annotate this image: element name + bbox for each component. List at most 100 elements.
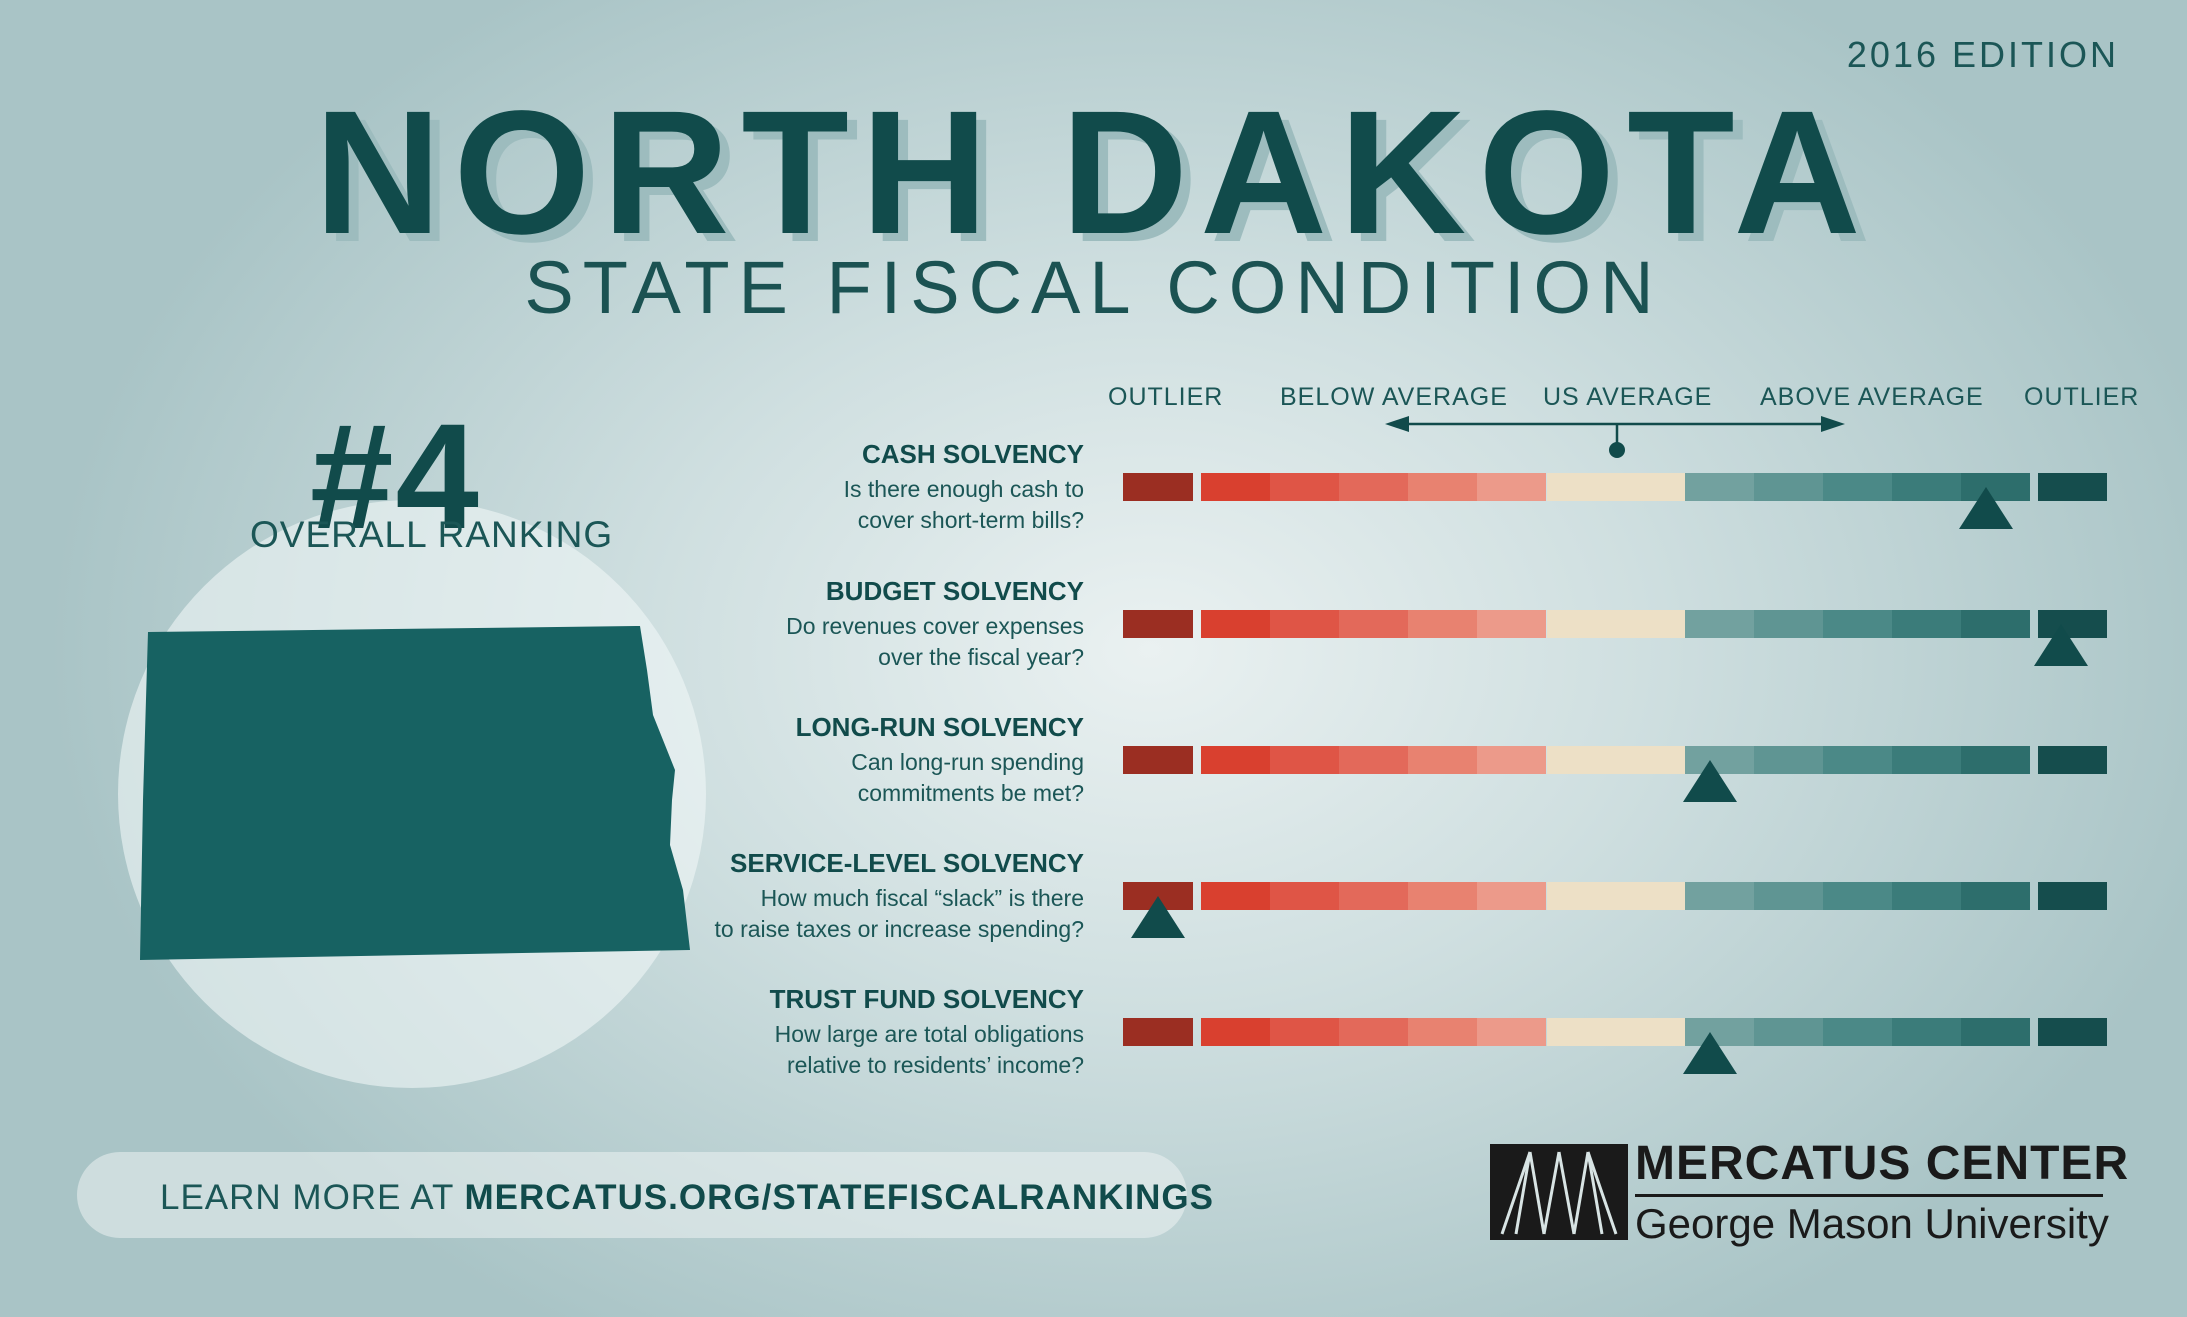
metric-title: LONG-RUN SOLVENCY xyxy=(795,712,1084,742)
score-bar-segment xyxy=(1684,473,1754,501)
metric-description-line: commitments be met? xyxy=(857,780,1084,806)
score-bar-segment xyxy=(1615,882,1685,910)
score-bar-segment xyxy=(1270,746,1340,774)
score-bar-segment xyxy=(1892,610,1962,638)
score-bar-segment xyxy=(1201,882,1271,910)
score-bar-segment xyxy=(1892,1018,1962,1046)
score-bar-segment xyxy=(1615,1018,1685,1046)
ranking-label: OVERALL RANKING xyxy=(250,514,614,555)
scale-label-above-average: ABOVE AVERAGE xyxy=(1760,383,1984,411)
score-bar-segment xyxy=(1822,610,1892,638)
metric-description: Do revenues cover expenses over the fisca… xyxy=(786,611,1084,673)
score-bar-segment xyxy=(1892,746,1962,774)
score-bar-segment xyxy=(1477,1018,1547,1046)
score-bar-segment xyxy=(1546,473,1616,501)
score-bar-segment xyxy=(1753,746,1823,774)
score-bar-segment xyxy=(1123,746,1193,774)
score-bar-segment xyxy=(1201,746,1271,774)
score-bar xyxy=(1123,610,2107,638)
score-bar-segment xyxy=(1546,746,1616,774)
score-bar-segment xyxy=(1615,610,1685,638)
metric-description-line: to raise taxes or increase spending? xyxy=(714,916,1085,942)
score-bar-segment xyxy=(1408,746,1478,774)
metric-description: Can long-run spending commitments be met? xyxy=(851,747,1084,809)
score-bar-segment xyxy=(1339,882,1409,910)
score-bar-segment xyxy=(1408,610,1478,638)
score-marker-icon xyxy=(1682,1032,1737,1074)
ranking-number: #4 xyxy=(310,392,481,560)
score-marker-icon xyxy=(1958,487,2013,529)
score-bar-segment xyxy=(1684,610,1754,638)
score-bar-segment xyxy=(1753,610,1823,638)
score-bar-segment xyxy=(1270,473,1340,501)
score-bar-segment xyxy=(1477,473,1547,501)
score-bar-segment xyxy=(1477,610,1547,638)
metric-description-line: Is there enough cash to xyxy=(843,476,1084,502)
score-bar-segment xyxy=(1477,882,1547,910)
scale-label-outlier-low: OUTLIER xyxy=(1108,383,1224,411)
scale-label-us-average: US AVERAGE xyxy=(1543,383,1713,411)
score-bar-segment xyxy=(1408,473,1478,501)
score-bar-segment xyxy=(1615,746,1685,774)
score-bar-segment xyxy=(1961,610,2031,638)
score-bar-segment xyxy=(1684,882,1754,910)
mercatus-logo-icon xyxy=(1490,1144,1628,1240)
metric-description-line: How large are total obligations xyxy=(774,1021,1084,1047)
score-bar-segment xyxy=(2038,746,2107,774)
score-bar-segment xyxy=(1123,1018,1193,1046)
score-bar-segment xyxy=(1822,473,1892,501)
scale-arrow-icon xyxy=(1385,416,1845,458)
score-bar-segment xyxy=(1123,610,1193,638)
metric-description: How much fiscal “slack” is there to raise… xyxy=(715,883,1085,945)
score-bar-segment xyxy=(1408,1018,1478,1046)
score-bar-segment xyxy=(1477,746,1547,774)
metric-description-line: How much fiscal “slack” is there xyxy=(760,885,1084,911)
metric-title: TRUST FUND SOLVENCY xyxy=(769,984,1084,1014)
score-bar-segment xyxy=(1822,882,1892,910)
page-subtitle: STATE FISCAL CONDITION xyxy=(524,246,1663,329)
score-bar-segment xyxy=(1961,1018,2031,1046)
score-marker-icon xyxy=(1682,760,1737,802)
metric-title: CASH SOLVENCY xyxy=(862,439,1084,469)
footer-link[interactable]: LEARN MORE AT MERCATUS.ORG/STATEFISCALRA… xyxy=(160,1178,1214,1217)
score-bar-segment xyxy=(1546,610,1616,638)
score-bar-segment xyxy=(1270,1018,1340,1046)
score-marker-icon xyxy=(2034,624,2089,666)
score-bar-segment xyxy=(1753,1018,1823,1046)
footer-pill[interactable] xyxy=(77,1152,1187,1238)
score-bar xyxy=(1123,473,2107,501)
score-bar-segment xyxy=(1615,473,1685,501)
score-bar-segment xyxy=(1201,473,1271,501)
score-bar xyxy=(1123,1018,2107,1046)
scale-label-outlier-high: OUTLIER xyxy=(2024,383,2140,411)
score-bar-segment xyxy=(1753,473,1823,501)
score-bar-segment xyxy=(1201,610,1271,638)
org-university: George Mason University xyxy=(1635,1200,2109,1247)
metric-description: Is there enough cash to cover short-term … xyxy=(844,474,1084,536)
score-bar-segment xyxy=(1822,1018,1892,1046)
score-bar xyxy=(1123,746,2107,774)
score-bar-segment xyxy=(1753,882,1823,910)
score-bar-segment xyxy=(1408,882,1478,910)
metric-description-line: Do revenues cover expenses xyxy=(786,613,1084,639)
score-bar-segment xyxy=(1123,473,1193,501)
score-bar-segment xyxy=(1201,1018,1271,1046)
org-divider xyxy=(1635,1194,2103,1197)
score-bar-segment xyxy=(1270,610,1340,638)
score-bar-segment xyxy=(1892,882,1962,910)
metric-description-line: relative to residents’ income? xyxy=(786,1052,1084,1078)
score-bar-segment xyxy=(1339,473,1409,501)
score-bar-segment xyxy=(1961,882,2031,910)
page-title: NORTH DAKOTA xyxy=(314,75,1873,271)
score-bar-segment xyxy=(1339,610,1409,638)
score-bar-segment xyxy=(1339,1018,1409,1046)
score-bar-segment xyxy=(2038,473,2107,501)
score-bar-segment xyxy=(1961,746,2031,774)
metric-description: How large are total obligations relative … xyxy=(775,1019,1084,1081)
score-bar-segment xyxy=(1546,1018,1616,1046)
metric-title: SERVICE-LEVEL SOLVENCY xyxy=(730,848,1084,878)
metric-description-line: over the fiscal year? xyxy=(878,644,1084,670)
score-bar xyxy=(1123,882,2107,910)
metric-description-line: cover short-term bills? xyxy=(857,507,1084,533)
scale-label-below-average: BELOW AVERAGE xyxy=(1280,383,1508,411)
